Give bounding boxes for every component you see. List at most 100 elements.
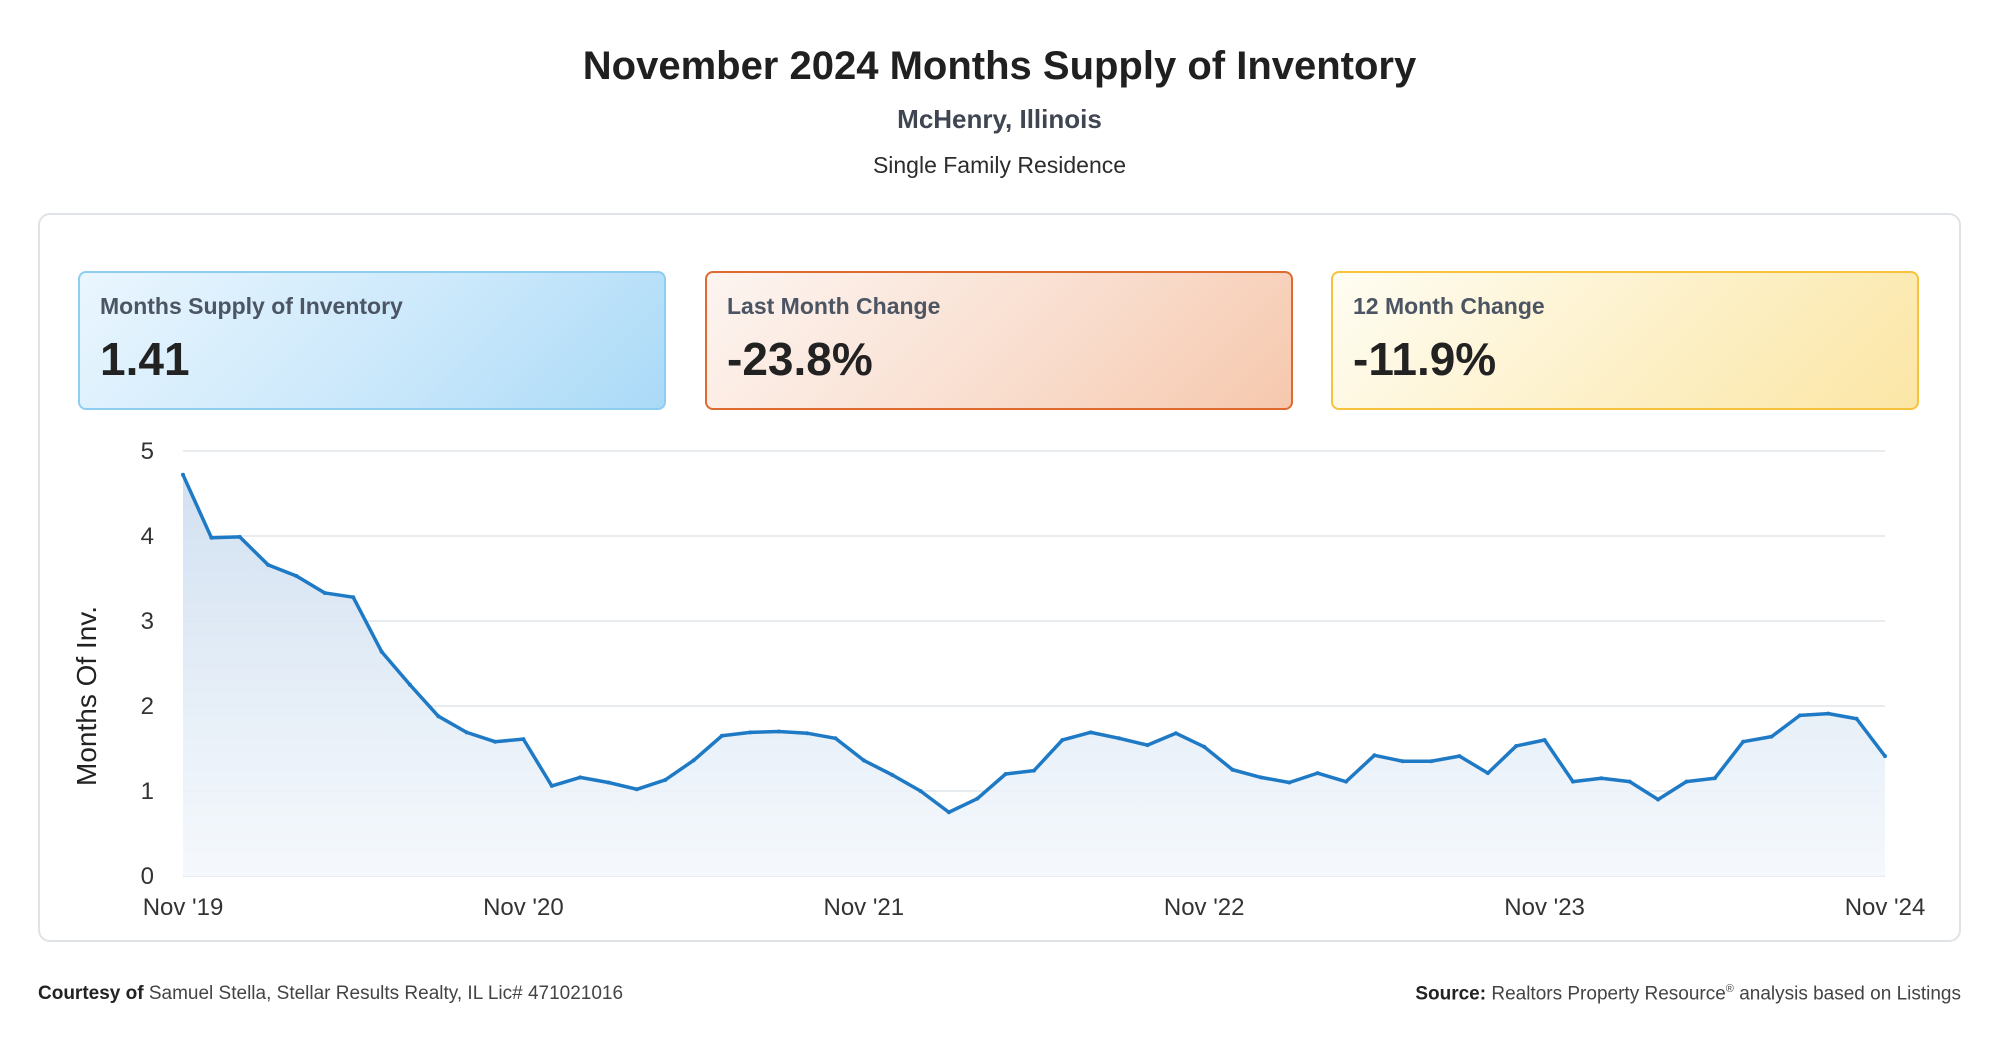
months-supply-card: Months Supply of Inventory 1.41 [78,271,666,410]
data-point [1769,734,1774,739]
x-tick-label: Nov '19 [143,894,224,921]
y-tick-label: 4 [141,523,154,550]
data-point [1570,779,1575,784]
courtesy-footer: Courtesy of Samuel Stella, Stellar Resul… [38,983,623,1005]
data-point [946,810,951,815]
property-type-subtitle: Single Family Residence [872,152,1127,178]
data-point [861,758,866,763]
source-footer: Source: Realtors Property Resource® anal… [1415,983,1961,1005]
data-point [1741,739,1746,744]
data-point [634,787,639,792]
data-point [975,796,980,801]
data-point [1287,780,1292,785]
x-axis-ticks: Nov '19 Nov '20 Nov '21 Nov '22 Nov '23 Nov '… [143,894,1926,921]
data-point [1485,771,1490,776]
data-point [1117,736,1122,741]
registered-mark: ® [1725,983,1734,995]
data-point [1258,775,1263,780]
data-point [1514,743,1519,748]
data-point [1400,759,1405,764]
page-title: November 2024 Months Supply of Inventory [582,44,1417,88]
data-point [1372,753,1377,758]
data-point [1542,738,1547,742]
source-name: Realtors Property Resource [1491,983,1726,1005]
location-subtitle: McHenry, Illinois [897,104,1102,134]
source-text: analysis based on Listings [1739,983,1961,1005]
data-point [1712,776,1717,781]
y-tick-label: 0 [141,863,154,890]
y-tick-label: 1 [141,778,154,805]
data-point [691,758,696,763]
y-tick-label: 3 [141,608,154,635]
months-supply-label: Months Supply of Inventory [100,293,403,319]
data-point [1797,713,1802,718]
data-point [1060,738,1065,742]
twelve-month-change-label: 12 Month Change [1353,293,1545,319]
x-tick-label: Nov '21 [823,894,904,921]
data-point [1883,754,1887,759]
data-point [521,737,526,742]
courtesy-label: Courtesy of [38,983,144,1004]
data-point [1202,744,1207,749]
data-point [549,783,554,788]
data-point [1230,767,1235,772]
data-point [1627,779,1632,784]
y-tick-label: 5 [141,438,154,465]
data-point [379,649,384,654]
data-point [1344,779,1349,784]
data-point [1826,711,1831,716]
last-month-change-label: Last Month Change [727,293,941,319]
area-fill [183,474,1885,876]
data-point [407,682,412,687]
months-supply-value: 1.41 [100,333,190,385]
data-point [1315,771,1320,776]
data-points [181,472,1887,815]
twelve-month-change-value: -11.9% [1353,333,1497,385]
data-point [237,534,242,539]
data-point [1003,772,1008,776]
x-tick-label: Nov '20 [483,894,564,921]
data-point [918,789,923,793]
data-point [266,562,271,567]
twelve-month-change-card: 12 Month Change -11.9% [1331,271,1919,410]
last-month-change-card: Last Month Change -23.8% [705,271,1293,410]
data-point [1032,768,1036,773]
x-tick-label: Nov '22 [1164,894,1245,921]
data-point [1854,716,1859,721]
source-label: Source: [1415,983,1487,1005]
data-point [1656,797,1661,802]
data-point [209,535,214,540]
y-axis-label: Months Of Inv. [71,606,102,786]
data-point [719,733,724,738]
data-point [1429,759,1434,764]
data-point [1145,743,1150,748]
last-month-change-value: -23.8% [727,333,873,385]
data-point [181,472,185,477]
data-point [294,573,299,578]
x-tick-label: Nov '24 [1845,894,1926,921]
data-point [1684,779,1689,784]
data-point [1173,731,1178,736]
data-point [493,739,498,744]
data-point [805,731,810,736]
data-point [322,590,327,595]
data-point [833,736,838,741]
data-point [776,729,781,734]
courtesy-text: Samuel Stella, Stellar Results Realty, I… [148,983,624,1004]
data-point [1599,776,1604,781]
data-point [606,780,611,785]
data-point [1088,730,1093,735]
data-point [890,772,895,777]
data-point [1457,754,1462,759]
data-point [436,714,441,719]
data-point [748,730,753,735]
data-point [351,595,356,600]
data-point [464,730,469,735]
y-tick-label: 2 [141,693,154,720]
data-point [663,777,668,782]
y-axis-ticks: 0 1 2 3 4 5 [141,438,154,890]
data-point [578,775,583,780]
x-tick-label: Nov '23 [1504,894,1585,921]
